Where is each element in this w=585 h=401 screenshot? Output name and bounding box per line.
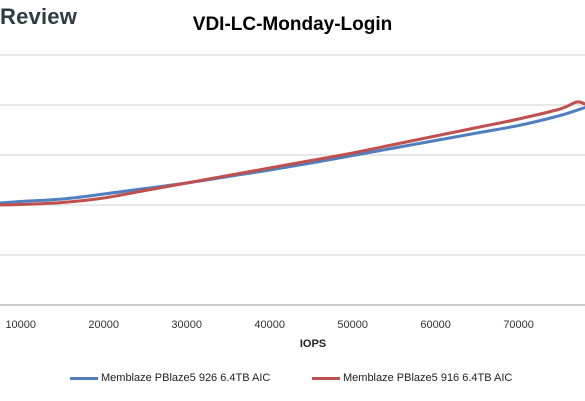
x-tick-label: 40000 [254,319,285,331]
legend-item-series-2: Memblaze PBlaze5 916 6.4TB AIC [312,372,512,384]
chart-title: VDI-LC-Monday-Login [192,14,393,35]
legend-swatch-series-1 [70,376,98,380]
series-lines [0,100,585,207]
x-tick-label: 60000 [420,319,451,331]
brand-logo-text: Review [0,4,78,29]
x-tick-labels: 10000 20000 30000 40000 50000 60000 70000 [5,319,533,331]
legend-item-series-1: Memblaze PBlaze5 926 6.4TB AIC [70,372,270,384]
x-tick-label: 20000 [88,319,119,331]
x-tick-label: 70000 [503,319,534,331]
legend-swatch-series-2 [312,376,340,380]
series-line-1 [0,106,585,205]
legend-label-series-2: Memblaze PBlaze5 916 6.4TB AIC [343,372,513,384]
x-tick-label: 30000 [171,319,202,331]
x-axis-label: IOPS [300,338,326,350]
gridlines [0,54,585,306]
legend-label-series-1: Memblaze PBlaze5 926 6.4TB AIC [101,372,271,384]
x-tick-label: 10000 [5,319,36,331]
x-tick-label: 50000 [337,319,368,331]
legend: Memblaze PBlaze5 926 6.4TB AIC Memblaze … [0,372,585,388]
series-line-2 [0,100,585,207]
